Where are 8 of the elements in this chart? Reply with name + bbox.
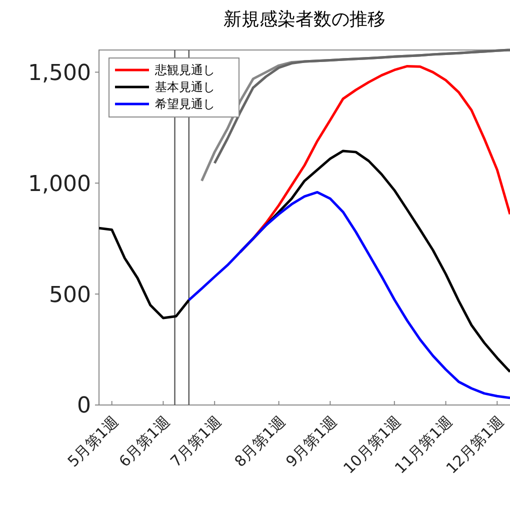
y-tick-label: 1,500 bbox=[28, 60, 91, 86]
legend-label: 基本見通し bbox=[155, 80, 215, 94]
y-tick-label: 500 bbox=[49, 282, 91, 308]
legend-label: 希望見通し bbox=[155, 97, 215, 112]
chart-title: 新規感染者数の推移 bbox=[224, 9, 386, 30]
y-tick-label: 1,000 bbox=[28, 172, 91, 197]
legend-label: 悲観見通し bbox=[154, 63, 215, 78]
y-tick-label: 0 bbox=[77, 394, 91, 419]
